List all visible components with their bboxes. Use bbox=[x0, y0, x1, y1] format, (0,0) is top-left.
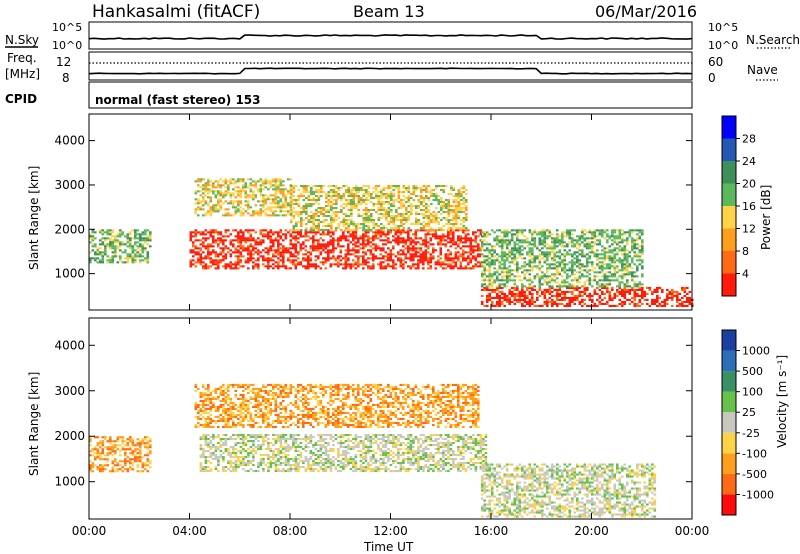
colorbar-tick: 1000 bbox=[742, 345, 770, 358]
xaxis-label: Time UT bbox=[363, 540, 414, 554]
velocity-colorbar: 1000 500 100 25 -25 -100 -500 -1000 bbox=[721, 329, 774, 516]
colorbar-tick: 12 bbox=[742, 223, 756, 236]
colorbar-segment bbox=[722, 473, 736, 495]
date-label: 06/Mar/2016 bbox=[595, 2, 697, 21]
xtick-label: 16:00 bbox=[474, 524, 509, 538]
colorbar-tick: 25 bbox=[742, 406, 756, 419]
nsky-right-tick-top: 10^5 bbox=[708, 21, 738, 34]
colorbar-tick: 500 bbox=[742, 365, 763, 378]
colorbar-tick: 24 bbox=[742, 155, 756, 168]
colorbar-segment bbox=[722, 161, 736, 184]
power-colorbar-label: Power [dB] bbox=[759, 185, 773, 250]
colorbar-tick: -100 bbox=[742, 447, 767, 460]
echo-region bbox=[194, 178, 293, 217]
freq-label: Freq. bbox=[7, 51, 37, 65]
echo-region bbox=[480, 229, 644, 288]
colorbar-segment bbox=[722, 391, 736, 413]
nsky-panel: N.Sky 10^5 10^0 10^5 10^0 N.Search bbox=[5, 21, 800, 52]
colorbar-tick: 16 bbox=[742, 200, 756, 213]
colorbar-tick: 100 bbox=[742, 386, 763, 399]
colorbar-segment bbox=[722, 494, 736, 515]
velocity-ylabel: Slant Range [km] bbox=[27, 372, 41, 476]
colorbar-tick: 8 bbox=[742, 245, 749, 258]
ytick-label: 1000 bbox=[54, 475, 85, 489]
nave-tick-top: 60 bbox=[708, 55, 723, 69]
ytick-label: 3000 bbox=[54, 384, 85, 398]
nave-label: Nave bbox=[747, 63, 778, 77]
colorbar-tick: -1000 bbox=[742, 488, 774, 501]
echo-region bbox=[194, 383, 480, 428]
echo-region bbox=[89, 436, 152, 473]
colorbar-tick: -500 bbox=[742, 468, 767, 481]
colorbar-segment bbox=[722, 183, 736, 206]
xtick-label: 08:00 bbox=[273, 524, 308, 538]
colorbar-segment bbox=[722, 273, 736, 296]
colorbar-segment bbox=[722, 371, 736, 392]
colorbar-tick: -25 bbox=[742, 427, 760, 440]
colorbar-segment bbox=[722, 330, 736, 351]
colorbar-segment bbox=[722, 228, 736, 251]
freq-unit-label: [MHz] bbox=[5, 67, 40, 81]
xtick-label: 00:00 bbox=[72, 524, 107, 538]
power-echoes bbox=[89, 178, 694, 307]
colorbar-segment bbox=[722, 350, 736, 372]
colorbar-segment bbox=[722, 116, 736, 139]
ytick-label: 4000 bbox=[54, 134, 85, 148]
xtick-label: 00:00 bbox=[675, 524, 710, 538]
freq-line bbox=[88, 67, 693, 75]
velocity-echoes bbox=[89, 383, 657, 518]
colorbar-segment bbox=[722, 412, 736, 433]
colorbar-segment bbox=[722, 251, 736, 274]
nsky-line bbox=[88, 34, 693, 40]
power-colorbar: 4 8 12 16 20 24 28 bbox=[721, 115, 756, 297]
velocity-colorbar-label: Velocity [m s⁻¹] bbox=[775, 355, 789, 448]
freq-tick-top: 12 bbox=[56, 55, 71, 69]
colorbar-tick: 4 bbox=[742, 268, 749, 281]
colorbar-tick: 20 bbox=[742, 178, 756, 191]
ytick-label: 1000 bbox=[54, 267, 85, 281]
echo-region bbox=[480, 286, 694, 307]
echo-region bbox=[199, 434, 488, 473]
cpid-text: normal (fast stereo) 153 bbox=[95, 93, 261, 107]
echo-region bbox=[290, 185, 468, 232]
ytick-label: 3000 bbox=[54, 178, 85, 192]
freq-tick-bottom: 8 bbox=[62, 71, 70, 85]
nsearch-label: N.Search bbox=[746, 33, 800, 47]
colorbar-segment bbox=[722, 453, 736, 474]
cpid-frame bbox=[88, 81, 693, 109]
echo-region bbox=[89, 229, 152, 264]
nsky-right-tick-bottom: 10^0 bbox=[708, 39, 738, 52]
nsky-frame bbox=[88, 21, 693, 50]
xtick-label: 12:00 bbox=[373, 524, 408, 538]
xtick-label: 20:00 bbox=[574, 524, 609, 538]
ytick-label: 2000 bbox=[54, 222, 85, 236]
freq-frame bbox=[88, 51, 693, 81]
nsky-left-tick-top: 10^5 bbox=[52, 21, 82, 34]
colorbar-tick: 28 bbox=[742, 133, 756, 146]
colorbar-segment bbox=[722, 432, 736, 454]
echo-region bbox=[189, 229, 483, 270]
nsky-left-tick-bottom: 10^0 bbox=[52, 39, 82, 52]
colorbar-segment bbox=[722, 206, 736, 229]
freq-panel: Freq. [MHz] 12 8 60 0 Nave bbox=[5, 51, 778, 85]
plot-title: Hankasalmi (fitACF) bbox=[92, 2, 260, 22]
ytick-label: 2000 bbox=[54, 429, 85, 443]
power-ylabel: Slant Range [km] bbox=[27, 166, 41, 270]
velocity-panel: 1000 2000 3000 4000 00:00 04:00 08:00 12:00 16:0… bbox=[27, 317, 709, 554]
xtick-label: 04:00 bbox=[172, 524, 207, 538]
beam-label: Beam 13 bbox=[353, 2, 425, 21]
echo-region bbox=[480, 463, 657, 518]
velocity-axes: 1000 2000 3000 4000 00:00 04:00 08:00 12:00 16:0… bbox=[54, 318, 709, 538]
nsky-label: N.Sky bbox=[5, 33, 39, 47]
cpid-panel: CPID normal (fast stereo) 153 bbox=[5, 81, 693, 109]
nave-tick-bottom: 0 bbox=[708, 71, 716, 85]
ytick-label: 4000 bbox=[54, 338, 85, 352]
colorbar-segment bbox=[722, 138, 736, 161]
cpid-label: CPID bbox=[5, 92, 37, 106]
power-panel: 1000 2000 3000 4000 Slant Range [km] bbox=[27, 113, 694, 311]
power-axes: 1000 2000 3000 4000 bbox=[54, 114, 693, 310]
